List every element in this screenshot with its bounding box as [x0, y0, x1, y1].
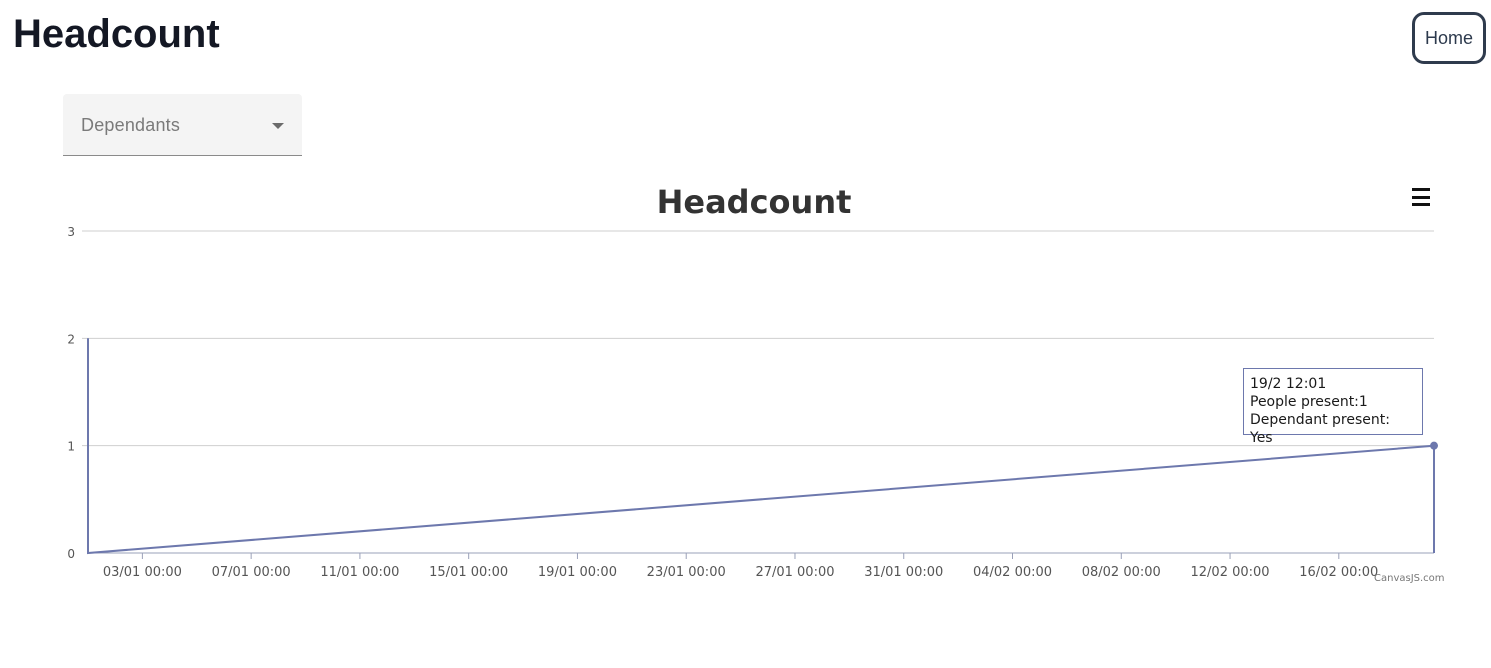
x-tick-label: 04/02 00:00: [973, 565, 1052, 580]
menu-bar: [1412, 195, 1430, 199]
x-tick-label: 07/01 00:00: [212, 565, 291, 580]
menu-bar: [1412, 203, 1430, 206]
x-tick-label: 27/01 00:00: [755, 565, 834, 580]
home-button[interactable]: Home: [1412, 12, 1486, 64]
tooltip-people: People present:1: [1250, 394, 1368, 410]
chart-title: Headcount: [656, 183, 852, 221]
chart-credit[interactable]: CanvasJS.com: [1374, 573, 1445, 584]
x-tick-label: 23/01 00:00: [647, 565, 726, 580]
series-line: [87, 338, 1435, 555]
select-value: Dependants: [81, 115, 181, 135]
tooltip-dependant: Dependant present: Yes: [1250, 412, 1390, 446]
tooltip-time: 19/2 12:01: [1250, 376, 1327, 392]
x-tick-label: 12/02 00:00: [1191, 565, 1270, 580]
x-tick-label: 15/01 00:00: [429, 565, 508, 580]
data-point: [1430, 441, 1438, 450]
y-tick-label: 0: [67, 547, 75, 561]
x-tick-label: 08/02 00:00: [1082, 565, 1161, 580]
page-title: Headcount: [13, 12, 220, 56]
x-tick-label: 19/01 00:00: [538, 565, 617, 580]
x-tick-label: 16/02 00:00: [1299, 565, 1378, 580]
chevron-down-icon[interactable]: [272, 123, 284, 129]
hamburger-menu-icon[interactable]: [1408, 185, 1434, 209]
x-tick-label: 11/01 00:00: [320, 565, 399, 580]
y-tick-label: 1: [67, 440, 75, 454]
y-tick-label: 2: [67, 332, 75, 346]
x-tick-label: 31/01 00:00: [864, 565, 943, 580]
menu-bar: [1412, 188, 1430, 191]
x-tick-label: 03/01 00:00: [103, 565, 182, 580]
dependants-select[interactable]: Dependants: [63, 94, 302, 156]
chart-tooltip: 19/2 12:01 People present:1 Dependant pr…: [1243, 368, 1423, 446]
y-tick-label: 3: [67, 225, 75, 239]
